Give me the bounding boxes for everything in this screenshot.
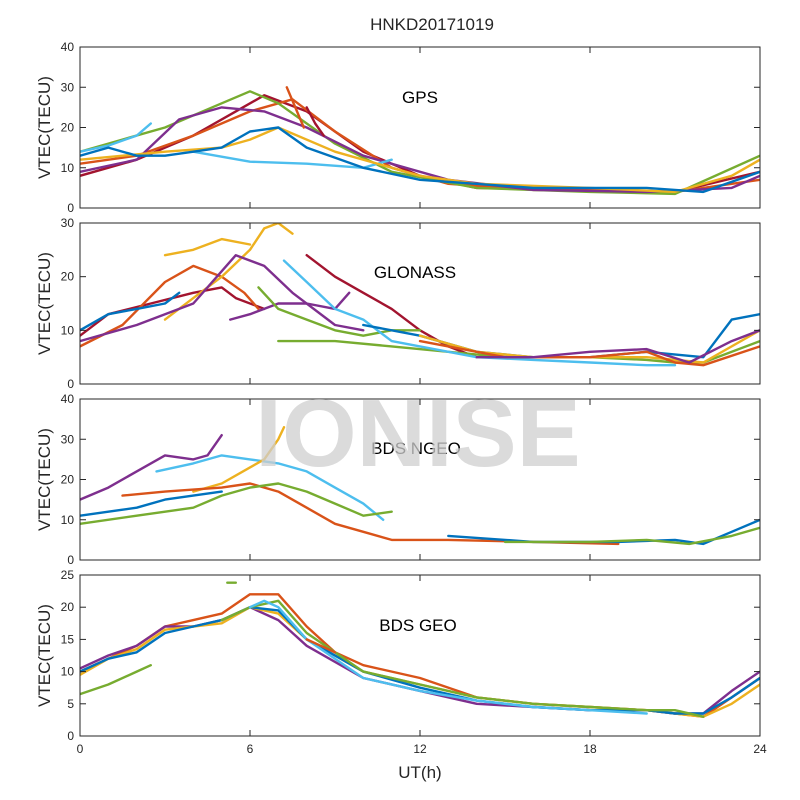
series-line-6 <box>220 599 705 718</box>
y-tick-label: 0 <box>67 553 74 567</box>
x-tick-label: 12 <box>413 742 427 756</box>
series-line-5 <box>121 482 620 546</box>
plot-area <box>80 47 760 208</box>
y-tick-label: 20 <box>61 121 75 135</box>
series-line-3 <box>80 264 260 348</box>
series-group <box>80 581 760 718</box>
panel-3: 0 10 20 30 40 VTEC(TECU) BDS NGEO <box>35 392 761 567</box>
plot-area <box>80 399 760 560</box>
chart-title: HNKD20171019 <box>370 15 494 34</box>
y-tick-label: 20 <box>61 600 75 614</box>
x-tick-label: 6 <box>247 742 254 756</box>
series-line-6 <box>192 150 393 170</box>
series-line-8 <box>80 126 760 194</box>
series-line-5 <box>80 664 153 696</box>
y-tick-label: 10 <box>61 513 75 527</box>
y-axis-label: VTEC(TECU) <box>35 252 54 355</box>
panel-label: BDS GEO <box>379 616 456 635</box>
y-tick-label: 40 <box>61 392 75 406</box>
y-tick-label: 0 <box>67 729 74 743</box>
panels-group: 0 10 20 30 40 VTEC(TECU) GPS 0 10 20 30 VTEC(TECU) G… <box>35 40 767 756</box>
series-line-10 <box>305 106 325 137</box>
series-group <box>80 426 760 546</box>
y-axis-label: VTEC(TECU) <box>35 604 54 707</box>
series-line-11 <box>80 291 181 332</box>
series-line-9 <box>285 86 305 129</box>
series-line-7 <box>248 599 648 715</box>
y-tick-label: 0 <box>67 201 74 215</box>
panel-label: GPS <box>402 88 438 107</box>
series-line-9 <box>305 638 337 654</box>
panel-label: GLONASS <box>374 263 456 282</box>
y-axis-label: VTEC(TECU) <box>35 428 54 531</box>
y-tick-label: 15 <box>61 632 75 646</box>
series-line-4 <box>80 490 223 517</box>
x-axis-label: UT(h) <box>398 763 441 782</box>
y-tick-label: 0 <box>67 377 74 391</box>
y-tick-label: 10 <box>61 665 75 679</box>
series-line-2 <box>155 454 385 521</box>
series-line-1 <box>80 434 223 501</box>
series-line-7 <box>228 291 351 321</box>
y-tick-label: 5 <box>67 697 74 711</box>
y-tick-label: 40 <box>61 40 75 54</box>
x-tick-label: 0 <box>77 742 84 756</box>
y-tick-label: 30 <box>61 80 75 94</box>
y-tick-label: 30 <box>61 432 75 446</box>
series-group <box>80 223 760 367</box>
series-line-10 <box>282 259 677 367</box>
series-line-8 <box>503 526 760 546</box>
panel-2: 0 10 20 30 VTEC(TECU) GLONASS <box>35 216 761 391</box>
y-tick-label: 25 <box>61 568 75 582</box>
series-group <box>80 86 760 196</box>
y-tick-label: 20 <box>61 270 75 284</box>
series-line-5 <box>163 237 252 257</box>
series-line-5 <box>80 122 153 153</box>
panel-1: 0 10 20 30 40 VTEC(TECU) GPS <box>35 40 761 215</box>
y-tick-label: 20 <box>61 473 75 487</box>
x-tick-label: 24 <box>753 742 767 756</box>
panel-4: 0 5 10 15 20 25 0 6 12 18 24 VTEC(TECU) BDS GEO <box>35 568 767 756</box>
series-line-6 <box>80 482 393 525</box>
panel-label: BDS NGEO <box>371 439 461 458</box>
y-tick-label: 10 <box>61 161 75 175</box>
watermark: IONISE <box>255 380 580 487</box>
series-line-15 <box>475 329 760 364</box>
series-line-4 <box>163 223 294 321</box>
y-axis-label: VTEC(TECU) <box>35 76 54 179</box>
series-line-3 <box>192 426 286 493</box>
y-tick-label: 10 <box>61 323 75 337</box>
x-tick-label: 18 <box>583 742 597 756</box>
y-tick-label: 30 <box>61 216 75 230</box>
series-line-6 <box>80 253 365 343</box>
